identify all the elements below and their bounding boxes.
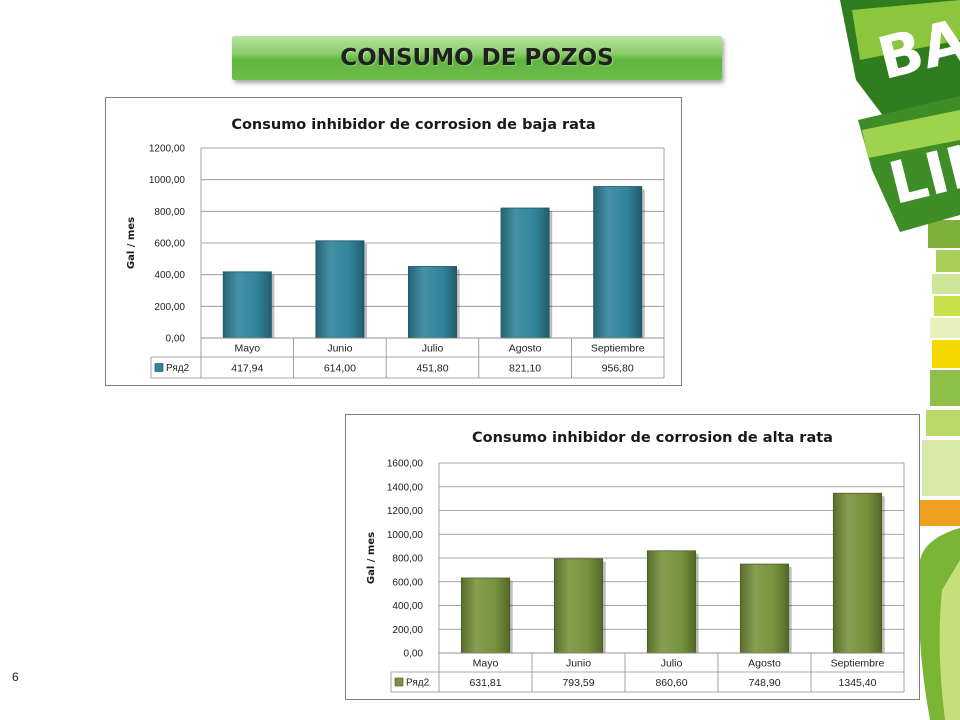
slide-title-banner: CONSUMO DE POZOS (232, 36, 722, 80)
legend-label: Ряд2 (166, 363, 190, 374)
y-tick-label: 1200,00 (387, 506, 424, 517)
y-tick-label: 400,00 (392, 601, 423, 612)
data-table-value: 1345,40 (839, 677, 877, 689)
category-label: Septiembre (831, 658, 885, 670)
y-tick-label: 600,00 (392, 577, 423, 588)
legend-swatch (154, 363, 164, 372)
chart-alta-rata-svg: Consumo inhibidor de corrosion de alta r… (366, 430, 905, 693)
data-table-value: 417,94 (231, 363, 263, 375)
chart-baja-rata: Consumo inhibidor de corrosion de baja r… (105, 97, 682, 386)
y-tick-label: 1000,00 (387, 530, 424, 541)
y-tick-label: 1600,00 (387, 459, 424, 470)
side-stripes (918, 220, 960, 720)
chart-alta-rata: Consumo inhibidor de corrosion de alta r… (345, 414, 920, 700)
chart-title: Consumo inhibidor de corrosion de baja r… (231, 117, 595, 133)
data-table-value: 614,00 (324, 363, 356, 375)
y-tick-label: 0,00 (404, 649, 424, 660)
y-tick-label: 800,00 (392, 554, 423, 565)
bar (500, 207, 550, 339)
y-tick-label: 1000,00 (149, 175, 186, 186)
bar (408, 266, 457, 339)
y-tick-label: 1200,00 (149, 144, 186, 155)
data-table-value: 451,80 (416, 363, 448, 375)
data-table-value: 860,60 (655, 677, 687, 689)
category-label: Junio (327, 343, 352, 355)
y-tick-label: 200,00 (392, 625, 423, 636)
bar (222, 271, 272, 339)
data-table-value: 631,81 (469, 677, 501, 689)
category-label: Julio (661, 658, 683, 670)
legend-label: Ряд2 (406, 678, 430, 689)
legend-swatch (394, 677, 404, 687)
bar (593, 186, 643, 339)
logo: BAR LIN (840, 0, 960, 232)
bar (739, 563, 790, 654)
bar (460, 577, 511, 654)
slide-title: CONSUMO DE POZOS (340, 45, 614, 71)
data-table-value: 748,90 (748, 677, 780, 689)
bar (315, 240, 365, 339)
bar (646, 550, 697, 654)
category-label: Mayo (473, 658, 499, 670)
y-tick-label: 400,00 (154, 270, 185, 281)
category-label: Agosto (748, 658, 781, 670)
data-table-value: 793,59 (562, 677, 594, 689)
y-tick-label: 800,00 (154, 207, 185, 218)
y-tick-label: 1400,00 (387, 482, 424, 493)
category-label: Julio (422, 343, 444, 355)
bar (553, 558, 604, 654)
chart-baja-rata-svg: Consumo inhibidor de corrosion de baja r… (126, 117, 665, 379)
bar (832, 492, 883, 654)
y-axis-label: Gal / mes (366, 532, 377, 584)
category-label: Junio (566, 658, 591, 670)
y-tick-label: 200,00 (154, 302, 185, 313)
category-label: Agosto (509, 343, 542, 355)
y-tick-label: 0,00 (166, 334, 186, 345)
data-table-value: 956,80 (602, 363, 634, 375)
chart-title: Consumo inhibidor de corrosion de alta r… (472, 430, 833, 446)
page-number: 6 (12, 670, 19, 684)
category-label: Mayo (234, 343, 260, 355)
data-table-value: 821,10 (509, 363, 541, 375)
y-tick-label: 600,00 (154, 239, 185, 250)
category-label: Septiembre (591, 343, 645, 355)
y-axis-label: Gal / mes (126, 217, 137, 269)
